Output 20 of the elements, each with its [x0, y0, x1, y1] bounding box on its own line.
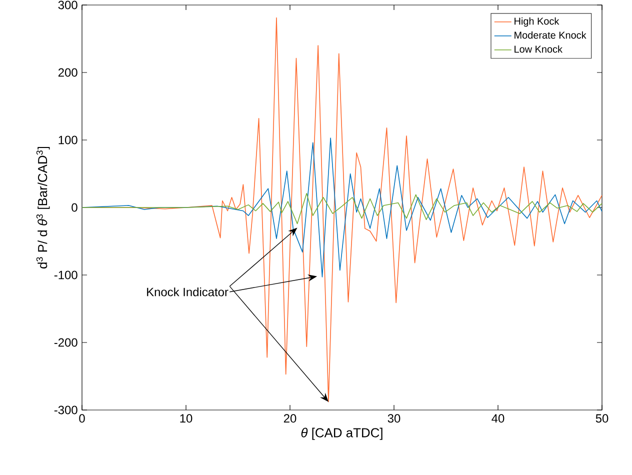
legend-label: Low Knock: [514, 45, 563, 53]
x-tick-label: 10: [180, 414, 192, 423]
line-series: [82, 192, 602, 224]
legend-label: Moderate Knock: [514, 31, 586, 39]
x-tick-label: 50: [596, 414, 608, 423]
x-tick-label: 30: [388, 414, 400, 423]
y-axis-title: d$^{3}$ P/ d θ$^{3}$ [Bar/CAD$^{3}$]: [36, 146, 50, 268]
y-tick-label: 300: [58, 0, 78, 10]
y-tick-label: -300: [54, 406, 78, 414]
x-tick-label: 40: [492, 414, 504, 423]
x-tick-label: 20: [284, 414, 296, 423]
y-tick-label: -200: [54, 338, 78, 347]
legend-label: High Kock: [514, 17, 560, 27]
x-axis-title: θ [CAD aTDC]: [301, 428, 382, 440]
y-tick-label: 100: [58, 136, 78, 144]
y-tick-label: 0: [72, 203, 78, 212]
y-tick-label: -100: [54, 270, 78, 280]
x-tick-label: 0: [79, 414, 85, 423]
y-tick-label: 200: [58, 68, 78, 77]
annotation: Knock Indicator: [147, 287, 228, 296]
